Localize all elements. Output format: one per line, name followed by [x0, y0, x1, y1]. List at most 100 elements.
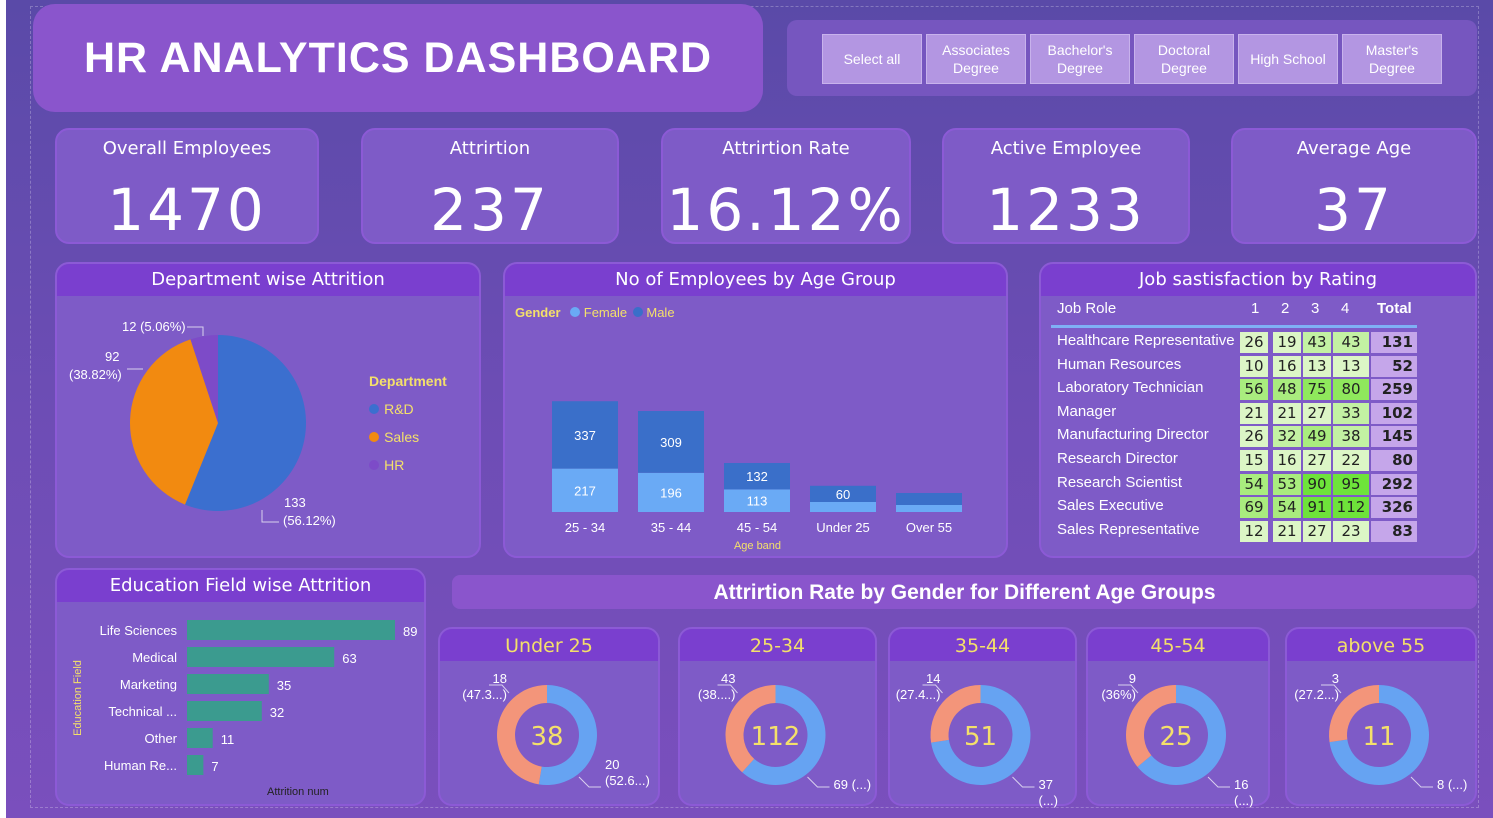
legend-item-hr[interactable]: HR — [369, 455, 404, 474]
matrix-cell[interactable]: 91 — [1303, 497, 1331, 519]
job-satisfaction-table: Job Role 1 2 3 4 Total Healthcare Representati… — [1041, 296, 1479, 558]
matrix-cell[interactable]: 54 — [1273, 497, 1301, 519]
matrix-cell[interactable]: 27 — [1303, 520, 1331, 542]
bar-female[interactable] — [638, 472, 704, 512]
pie-label-rd-value: 133 — [284, 495, 306, 510]
donut-slice-female[interactable] — [1329, 685, 1379, 743]
donut-slice-female[interactable] — [1126, 685, 1176, 767]
legend-female[interactable]: Female — [583, 305, 628, 320]
donut-slice-male[interactable] — [742, 685, 826, 785]
bar-male[interactable] — [638, 411, 704, 473]
row-total: 131 — [1371, 332, 1417, 353]
matrix-cell[interactable]: 21 — [1240, 402, 1268, 424]
matrix-cell[interactable]: 13 — [1333, 355, 1369, 377]
legend-male[interactable]: Male — [646, 305, 675, 320]
matrix-cell[interactable]: 43 — [1303, 332, 1331, 353]
bar-female[interactable] — [724, 489, 790, 512]
matrix-cell[interactable]: 21 — [1273, 520, 1301, 542]
bar-female[interactable] — [810, 502, 876, 512]
matrix-cell[interactable]: 16 — [1273, 355, 1301, 377]
matrix-cell[interactable]: 112 — [1333, 497, 1369, 519]
matrix-cell[interactable]: 56 — [1240, 379, 1268, 401]
donut-slice-female[interactable] — [725, 685, 776, 773]
matrix-cell[interactable]: 53 — [1273, 473, 1301, 495]
bar-male[interactable] — [552, 401, 618, 469]
matrix-cell[interactable]: 80 — [1333, 379, 1369, 401]
slicer-high-school[interactable]: High School — [1238, 34, 1338, 84]
legend-item-rd[interactable]: R&D — [369, 399, 414, 418]
column-header-rating[interactable]: 4 — [1341, 300, 1350, 317]
x-tick-label: 25 - 34 — [565, 520, 605, 535]
matrix-cell[interactable]: 54 — [1240, 473, 1268, 495]
female-percent: (47.3...) — [462, 687, 507, 702]
matrix-cell[interactable]: 15 — [1240, 450, 1268, 471]
leader-line — [489, 684, 510, 694]
donut-slice-female[interactable] — [497, 685, 547, 785]
matrix-cell[interactable]: 16 — [1273, 450, 1301, 471]
matrix-cell[interactable]: 43 — [1333, 332, 1369, 353]
matrix-cell[interactable]: 10 — [1240, 355, 1268, 377]
matrix-cell[interactable]: 26 — [1240, 332, 1268, 353]
matrix-cell[interactable]: 12 — [1240, 520, 1268, 542]
bar-male[interactable] — [810, 485, 876, 502]
slicer-masters-degree[interactable]: Master's Degree — [1342, 34, 1442, 84]
matrix-cell[interactable]: 27 — [1303, 450, 1331, 471]
donut-label-male: 20 (52.6...) — [605, 757, 650, 789]
bar[interactable] — [187, 701, 262, 721]
bar[interactable] — [187, 674, 269, 694]
matrix-cell[interactable]: 23 — [1333, 520, 1369, 542]
slicer-bachelors-degree[interactable]: Bachelor's Degree — [1030, 34, 1130, 84]
bar[interactable] — [187, 728, 213, 748]
pie-slice-sales[interactable] — [130, 339, 218, 505]
bar[interactable] — [187, 755, 204, 775]
bar-male[interactable] — [724, 463, 790, 490]
slicer-select-all[interactable]: Select all — [822, 34, 922, 84]
bar-female[interactable] — [896, 505, 962, 512]
bar[interactable] — [187, 647, 335, 667]
matrix-cell[interactable]: 19 — [1273, 332, 1301, 353]
slicer-associates-degree[interactable]: Associates Degree — [926, 34, 1026, 84]
matrix-cell[interactable]: 32 — [1273, 426, 1301, 448]
matrix-cell[interactable]: 69 — [1240, 497, 1268, 519]
donut-slice-male[interactable] — [931, 685, 1031, 785]
bar-male[interactable] — [896, 493, 962, 505]
bar-female[interactable] — [552, 468, 618, 512]
donut-slice-male[interactable] — [1137, 685, 1226, 785]
column-header-total[interactable]: Total — [1377, 300, 1412, 317]
bar[interactable] — [187, 620, 395, 640]
row-total: 80 — [1371, 450, 1417, 471]
matrix-cell[interactable]: 21 — [1273, 402, 1301, 424]
column-header-rating[interactable]: 3 — [1311, 300, 1320, 317]
female-percent: (38....) — [697, 687, 736, 702]
matrix-cell[interactable]: 75 — [1303, 379, 1331, 401]
matrix-cell[interactable]: 95 — [1333, 473, 1369, 495]
kpi-active-employee: Active Employee 1233 — [942, 128, 1190, 244]
matrix-cell[interactable]: 22 — [1333, 450, 1369, 471]
donut-title: 45-54 — [1088, 629, 1268, 661]
matrix-cell[interactable]: 27 — [1303, 402, 1331, 424]
title-banner: HR ANALYTICS DASHBOARD — [33, 4, 763, 112]
legend-item-sales[interactable]: Sales — [369, 427, 419, 446]
education-bar-chart: Life Sciences 89 Medical 63 Marketing 35 Techn… — [100, 620, 417, 775]
matrix-cell[interactable]: 48 — [1273, 379, 1301, 401]
kpi-label: Attrirtion Rate — [722, 138, 850, 159]
donut-label-female: 43 (38....) — [676, 671, 736, 703]
matrix-cell[interactable]: 13 — [1303, 355, 1331, 377]
donut-slice-male[interactable] — [1329, 685, 1429, 785]
pie-slice-hr[interactable] — [190, 335, 218, 423]
donut-slice-female[interactable] — [930, 685, 981, 743]
column-header-rating[interactable]: 1 — [1251, 300, 1260, 317]
slicer-doctoral-degree[interactable]: Doctoral Degree — [1134, 34, 1234, 84]
donut-slice-male[interactable] — [538, 685, 597, 785]
panel-title: No of Employees by Age Group — [505, 264, 1006, 296]
matrix-cell[interactable]: 49 — [1303, 426, 1331, 448]
matrix-cell[interactable]: 33 — [1333, 402, 1369, 424]
column-header-rating[interactable]: 2 — [1281, 300, 1290, 317]
matrix-cell[interactable]: 38 — [1333, 426, 1369, 448]
pie-slice-rd[interactable] — [184, 335, 306, 511]
donut-title: Under 25 — [440, 629, 658, 661]
matrix-cell[interactable]: 90 — [1303, 473, 1331, 495]
matrix-cell[interactable]: 26 — [1240, 426, 1268, 448]
donut-center-value: 11 — [1362, 722, 1395, 752]
column-header-role[interactable]: Job Role — [1057, 300, 1117, 317]
